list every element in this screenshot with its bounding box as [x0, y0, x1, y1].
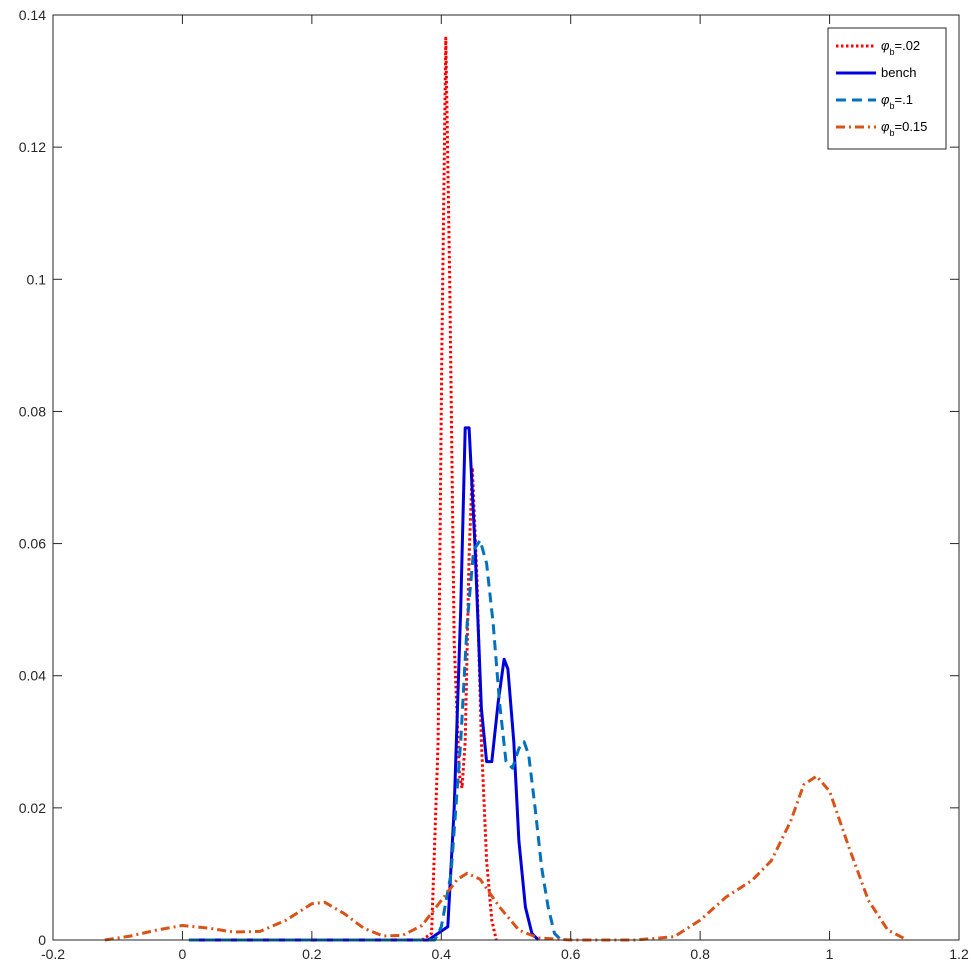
x-tick-label: 1.2 [949, 946, 969, 962]
series-line-2 [188, 426, 540, 942]
y-tick-label: 0.04 [19, 668, 46, 684]
legend-label-3: φb=.1 [881, 92, 913, 111]
x-tick-label: 0 [179, 946, 187, 962]
x-tick-label: 0.2 [302, 946, 322, 962]
y-tick-label: 0.12 [19, 139, 46, 155]
series-line-4 [104, 774, 908, 942]
axes-background [53, 15, 959, 940]
y-tick-label: 0.02 [19, 800, 46, 816]
x-tick-label: 0.6 [561, 946, 581, 962]
x-tick-label: 0.4 [432, 946, 452, 962]
legend: φb=.02 bench φb=.1 φb=0.15 [827, 27, 947, 150]
y-tick-label: 0.14 [19, 7, 46, 23]
legend-label-4: φb=0.15 [881, 119, 927, 138]
legend-label-1: φb=.02 [881, 38, 920, 57]
series-line-1 [421, 36, 498, 942]
legend-label-2: bench [881, 65, 916, 80]
axes-box [52, 14, 960, 941]
series-layer [104, 36, 908, 942]
series-line-3 [188, 538, 563, 942]
legend-box [827, 27, 947, 150]
y-tick-label: 0 [38, 932, 46, 948]
axes: -0.2 0 0.2 0.4 0.6 0.8 1 1.200.020.040.060.080.… [19, 7, 969, 962]
y-tick-label: 0.1 [27, 271, 47, 287]
x-tick-label: -0.2 [41, 946, 65, 962]
y-tick-label: 0.08 [19, 403, 46, 419]
x-tick-label: 1 [826, 946, 834, 962]
x-tick-label: 0.8 [690, 946, 710, 962]
y-tick-label: 0.06 [19, 536, 46, 552]
